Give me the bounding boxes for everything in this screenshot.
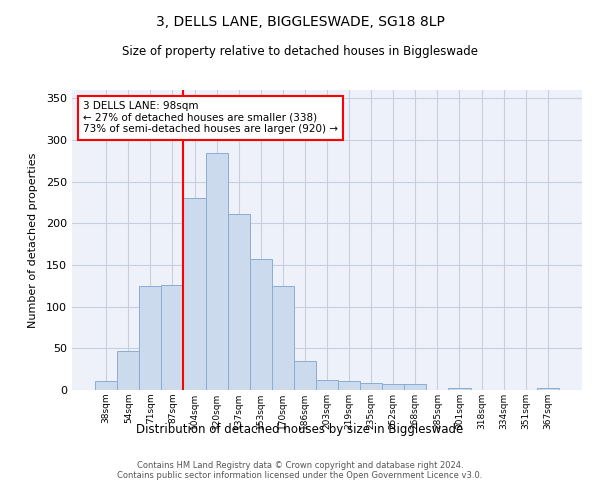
Bar [139, 286, 161, 390]
Text: Contains HM Land Registry data © Crown copyright and database right 2024.
Contai: Contains HM Land Registry data © Crown c… [118, 460, 482, 480]
Bar [227, 214, 250, 390]
Bar [161, 285, 184, 390]
Bar [338, 381, 360, 390]
Text: Size of property relative to detached houses in Biggleswade: Size of property relative to detached ho… [122, 45, 478, 58]
Bar [250, 259, 272, 390]
Bar [404, 384, 427, 390]
Text: 3 DELLS LANE: 98sqm
← 27% of detached houses are smaller (338)
73% of semi-detac: 3 DELLS LANE: 98sqm ← 27% of detached ho… [83, 101, 338, 134]
Bar [95, 381, 117, 390]
Y-axis label: Number of detached properties: Number of detached properties [28, 152, 38, 328]
Bar [448, 388, 470, 390]
Bar [316, 380, 338, 390]
Bar [117, 351, 139, 390]
Bar [537, 388, 559, 390]
Bar [272, 286, 294, 390]
Bar [382, 384, 404, 390]
Text: Distribution of detached houses by size in Biggleswade: Distribution of detached houses by size … [136, 422, 464, 436]
Bar [360, 382, 382, 390]
Bar [184, 198, 206, 390]
Text: 3, DELLS LANE, BIGGLESWADE, SG18 8LP: 3, DELLS LANE, BIGGLESWADE, SG18 8LP [155, 15, 445, 29]
Bar [294, 361, 316, 390]
Bar [206, 154, 227, 390]
